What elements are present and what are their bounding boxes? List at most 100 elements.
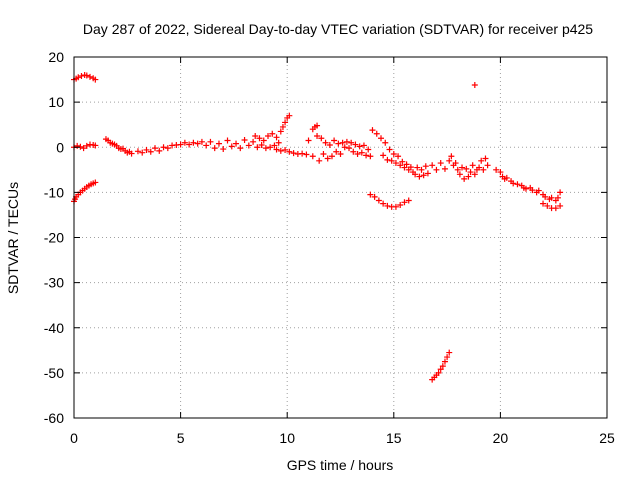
data-point [497, 169, 504, 176]
data-point [83, 72, 90, 79]
data-point [503, 174, 510, 181]
data-point [418, 166, 425, 173]
data-point [190, 139, 197, 146]
data-point [211, 145, 218, 152]
data-point [478, 157, 485, 164]
data-point [350, 148, 357, 155]
data-point [557, 189, 564, 196]
data-point [405, 197, 412, 204]
data-point [220, 146, 227, 153]
data-point [245, 142, 252, 149]
data-point [446, 349, 453, 356]
data-point [548, 194, 555, 201]
data-point [441, 165, 448, 172]
data-point [348, 139, 355, 146]
data-point [86, 73, 93, 80]
x-tick-label: 25 [599, 430, 615, 446]
data-point [237, 145, 244, 152]
data-point [250, 138, 257, 145]
axis-ticks [73, 56, 608, 419]
data-point [328, 153, 335, 160]
data-point [271, 142, 278, 149]
data-point [514, 181, 521, 188]
data-point [299, 150, 306, 157]
y-tick-label: -10 [44, 184, 64, 200]
data-point [554, 194, 561, 201]
data-point [452, 160, 459, 167]
data-point [397, 162, 404, 169]
data-point [429, 162, 436, 169]
data-point [160, 144, 167, 151]
y-tick-label: -20 [44, 230, 64, 246]
data-point [363, 152, 370, 159]
tick-labels: 0 5 10 15 20 25 -60 -50 -40 -30 -20 -10 0 10 20 [44, 49, 615, 446]
data-point [186, 141, 193, 148]
data-point [552, 205, 559, 212]
data-point [380, 200, 387, 207]
data-point [134, 148, 141, 155]
data-point [437, 160, 444, 167]
data-point [416, 173, 423, 180]
data-point [354, 151, 361, 158]
data-point [373, 130, 380, 137]
data-point [422, 163, 429, 170]
x-tick-label: 10 [279, 430, 295, 446]
data-point [522, 185, 529, 192]
data-point [392, 160, 399, 167]
data-point [273, 134, 280, 141]
data-point [358, 149, 365, 156]
data-point [467, 169, 474, 176]
data-point [194, 140, 201, 147]
data-point [380, 152, 387, 159]
data-points [71, 72, 564, 383]
data-point [395, 153, 402, 160]
data-point [369, 127, 376, 134]
data-point [258, 141, 265, 148]
data-point [156, 147, 163, 154]
data-point [461, 175, 468, 182]
data-point [463, 165, 470, 172]
data-point [273, 146, 280, 153]
data-point [384, 156, 391, 163]
y-tick-label: 20 [48, 49, 64, 65]
data-point [378, 135, 385, 142]
data-point [382, 139, 389, 146]
data-point [397, 202, 404, 209]
data-point [265, 132, 272, 139]
y-tick-label: 10 [48, 94, 64, 110]
data-point [471, 81, 478, 88]
data-point [314, 122, 321, 129]
data-point [83, 142, 90, 149]
data-point [181, 139, 188, 146]
data-point [228, 143, 235, 150]
data-point [346, 145, 353, 152]
data-point [92, 76, 99, 83]
data-point [279, 123, 286, 130]
data-point [401, 164, 408, 171]
data-point [471, 171, 478, 178]
data-point [465, 173, 472, 180]
data-point [147, 148, 154, 155]
data-point [435, 369, 442, 376]
data-point [215, 140, 222, 147]
data-point [386, 146, 393, 153]
data-point [403, 161, 410, 168]
x-tick-label: 5 [177, 430, 185, 446]
data-point [414, 164, 421, 171]
data-point [331, 137, 338, 144]
data-point [493, 166, 500, 173]
x-tick-label: 20 [493, 430, 509, 446]
data-point [324, 155, 331, 162]
data-point [384, 202, 391, 209]
data-point [390, 151, 397, 158]
data-point [139, 149, 146, 156]
data-point [326, 141, 333, 148]
data-point [314, 132, 321, 139]
data-point [333, 148, 340, 155]
data-point [484, 162, 491, 169]
data-point [128, 150, 135, 157]
data-point [456, 171, 463, 178]
data-point [469, 162, 476, 169]
data-point [510, 180, 517, 187]
data-point [365, 146, 372, 153]
